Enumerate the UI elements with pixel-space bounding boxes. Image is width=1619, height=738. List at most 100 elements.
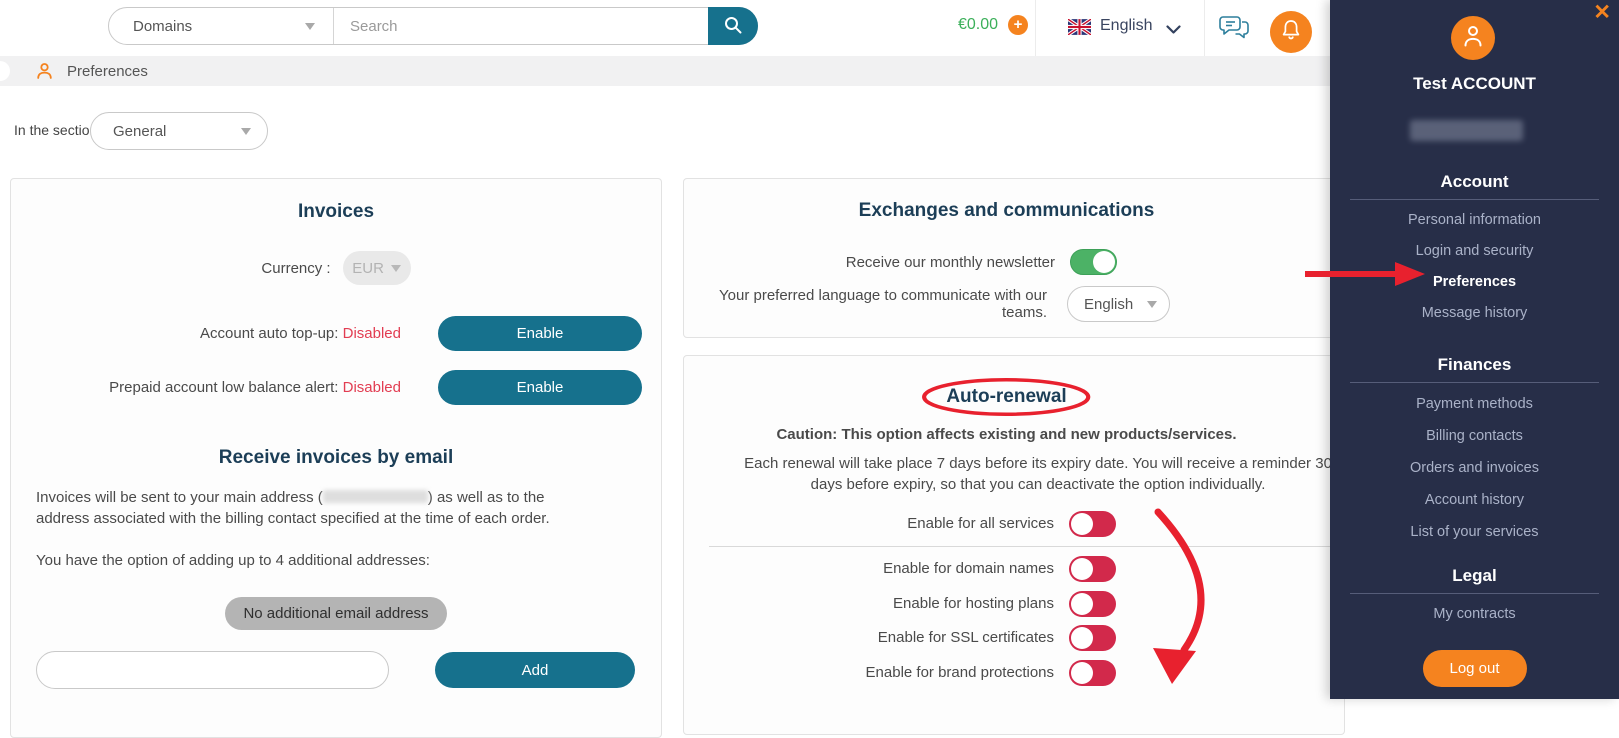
toggle-row-domain-names: Enable for domain names: [684, 556, 1344, 582]
preferred-language-dropdown[interactable]: English: [1067, 286, 1170, 322]
newsletter-row: Receive our monthly newsletter: [684, 249, 1344, 275]
search-icon: [723, 15, 743, 38]
logout-button[interactable]: Log out: [1422, 650, 1527, 687]
sidebar-item-message-history[interactable]: Message history: [1421, 305, 1528, 321]
search-divider: [333, 8, 334, 44]
communications-card: Exchanges and communications Receive our…: [683, 178, 1345, 338]
close-icon[interactable]: ✕: [1593, 1, 1611, 24]
sidebar-item-payment-methods[interactable]: Payment methods: [1416, 396, 1533, 412]
communications-title: Exchanges and communications: [858, 200, 1155, 221]
sidebar-item-billing-contacts[interactable]: Billing contacts: [1426, 428, 1523, 444]
section-title: Finances: [1437, 355, 1512, 374]
language-selector[interactable]: English: [1100, 17, 1153, 34]
receive-invoices-title: Receive invoices by email: [218, 447, 454, 468]
search-button[interactable]: [708, 7, 758, 45]
toggle-knob: [1071, 593, 1093, 615]
auto-renewal-description: Each renewal will take place 7 days befo…: [744, 455, 1332, 493]
user-icon: [36, 62, 53, 80]
auto-topup-label: Account auto top-up:: [200, 325, 339, 342]
additional-email-input[interactable]: [36, 651, 389, 689]
chevron-down-icon[interactable]: [1166, 22, 1181, 40]
section-filter-dropdown[interactable]: General: [90, 112, 268, 150]
sidebar-item-personal-information[interactable]: Personal information: [1408, 212, 1541, 228]
ssl-certificates-toggle[interactable]: [1069, 625, 1116, 651]
section-title: Account: [1440, 172, 1509, 191]
toggle-knob: [1071, 627, 1093, 649]
enable-auto-topup-button[interactable]: Enable: [438, 316, 642, 351]
toggle-label: Enable for brand protections: [865, 664, 1054, 681]
paragraph-text: Invoices will be sent to your main addre…: [36, 489, 323, 506]
header-divider: [1035, 0, 1036, 56]
auto-renewal-card: Auto-renewal Caution: This option affect…: [683, 355, 1345, 735]
currency-dropdown-disabled: EUR: [342, 251, 411, 285]
preferred-language-value: English: [1084, 295, 1134, 313]
sidebar-item-orders-and-invoices[interactable]: Orders and invoices: [1410, 460, 1539, 476]
add-funds-button[interactable]: +: [1008, 15, 1028, 35]
paragraph-text: ) as well as to the address associated w…: [36, 489, 550, 527]
currency-row: Currency : EUR: [11, 251, 661, 285]
toggle-label: Enable for hosting plans: [893, 595, 1054, 612]
all-services-toggle[interactable]: [1069, 511, 1116, 537]
auto-topup-status: Disabled: [342, 325, 401, 342]
sidebar-section-legal: Legal My contracts: [1330, 566, 1619, 630]
toggle-label: Enable for all services: [907, 515, 1054, 532]
search-category-dropdown[interactable]: Domains: [109, 8, 333, 44]
invoices-card: Invoices Currency : EUR Account auto top…: [10, 178, 662, 738]
auto-renewal-caution: Caution: This option affects existing an…: [776, 426, 1237, 443]
low-balance-alert-row: Prepaid account low balance alert: Disab…: [11, 370, 661, 405]
account-sidebar: ✕ Test ACCOUNT Account Personal informat…: [1330, 0, 1619, 699]
search-combo: Domains: [108, 7, 758, 45]
toggle-label: Enable for SSL certificates: [877, 629, 1054, 646]
support-chat-icon[interactable]: [1219, 13, 1250, 47]
toggle-divider: [709, 546, 1344, 547]
brand-protections-toggle[interactable]: [1069, 660, 1116, 686]
dropdown-triangle-icon: [1147, 300, 1157, 308]
auto-topup-row: Account auto top-up: Disabled Enable: [11, 316, 661, 351]
toggle-label: Enable for domain names: [883, 560, 1054, 577]
sidebar-item-list-of-your-services[interactable]: List of your services: [1410, 524, 1539, 540]
search-category-value: Domains: [133, 17, 193, 35]
plus-icon: +: [1013, 16, 1023, 33]
sidebar-item-preferences[interactable]: Preferences: [1432, 274, 1517, 290]
domain-names-toggle[interactable]: [1069, 556, 1116, 582]
header-divider: [1204, 0, 1205, 56]
add-email-button[interactable]: Add: [435, 652, 635, 688]
redacted-email: [322, 490, 428, 503]
sidebar-item-my-contracts[interactable]: My contracts: [1433, 606, 1516, 622]
red-ellipse-annotation: [922, 378, 1091, 416]
redacted-account-id: [1410, 120, 1523, 141]
preferred-language-label: Your preferred language to communicate w…: [719, 287, 1047, 321]
sidebar-section-account: Account Personal information Login and s…: [1330, 172, 1619, 329]
newsletter-toggle[interactable]: [1070, 249, 1117, 275]
dropdown-triangle-icon: [241, 127, 251, 135]
notifications-button[interactable]: [1270, 11, 1312, 53]
hosting-plans-toggle[interactable]: [1069, 591, 1116, 617]
sidebar-item-account-history[interactable]: Account history: [1424, 492, 1525, 508]
bell-icon: [1280, 18, 1302, 46]
invoices-title: Invoices: [297, 201, 375, 222]
search-input[interactable]: [334, 8, 708, 44]
account-name: Test ACCOUNT: [1413, 74, 1536, 93]
section-filter-label: In the section: [14, 122, 98, 138]
toggle-knob: [1071, 558, 1093, 580]
invoices-email-paragraph: Invoices will be sent to your main addre…: [36, 487, 598, 529]
dropdown-triangle-icon: [390, 264, 401, 272]
low-balance-status: Disabled: [342, 379, 401, 396]
toggle-row-all-services: Enable for all services: [684, 511, 1344, 537]
section-filter-value: General: [113, 122, 167, 140]
currency-value: EUR: [352, 259, 384, 277]
low-balance-label: Prepaid account low balance alert:: [109, 379, 339, 396]
sidebar-section-finances: Finances Payment methods Billing contact…: [1330, 355, 1619, 548]
toggle-knob: [1071, 662, 1093, 684]
toggle-knob: [1071, 513, 1093, 535]
avatar: [1451, 16, 1495, 60]
preferred-language-row: Your preferred language to communicate w…: [684, 286, 1344, 322]
dropdown-triangle-icon: [305, 23, 315, 30]
toggle-knob: [1093, 251, 1115, 273]
breadcrumb-label: Preferences: [67, 62, 148, 80]
no-additional-email-badge: No additional email address: [225, 597, 447, 630]
enable-low-balance-alert-button[interactable]: Enable: [438, 370, 642, 405]
sidebar-item-login-and-security[interactable]: Login and security: [1415, 243, 1534, 259]
currency-label: Currency :: [261, 259, 331, 277]
toggle-row-hosting-plans: Enable for hosting plans: [684, 591, 1344, 617]
